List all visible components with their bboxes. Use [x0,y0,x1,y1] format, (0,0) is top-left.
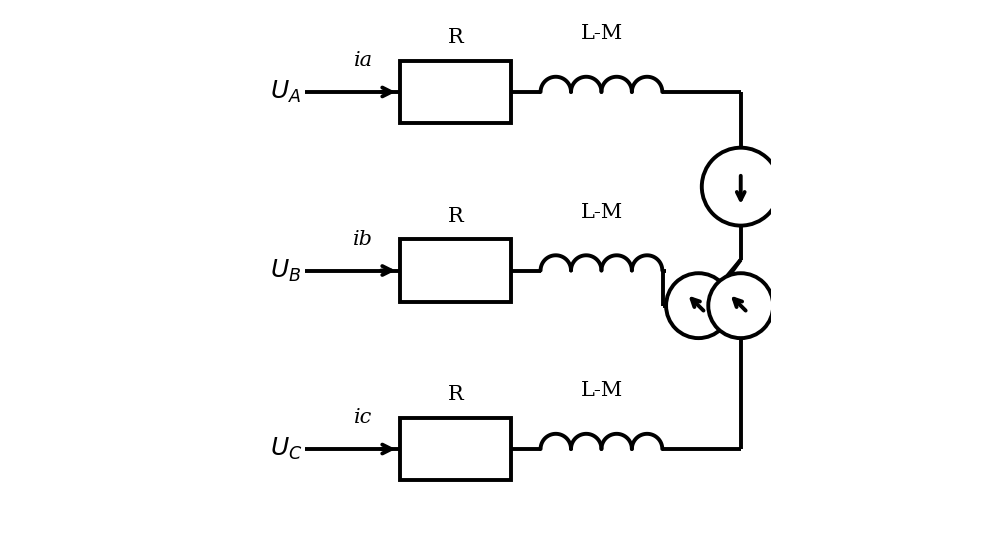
Text: R: R [447,385,463,405]
Bar [400,418,511,480]
Bar [400,239,511,302]
Text: $U_{C}$: $U_{C}$ [270,436,303,462]
Text: $U_{B}$: $U_{B}$ [270,258,301,283]
Circle shape [666,273,731,338]
Text: ib: ib [353,230,373,249]
Text: ic: ic [354,408,373,427]
Circle shape [708,273,773,338]
Text: R: R [447,28,463,48]
Circle shape [702,148,780,226]
Text: L-M: L-M [580,202,622,222]
Text: L-M: L-M [580,24,622,43]
Text: ia: ia [354,51,373,70]
Text: R: R [447,207,463,226]
Bar [400,61,511,123]
Text: $U_{A}$: $U_{A}$ [270,79,301,105]
Text: L-M: L-M [580,381,622,400]
